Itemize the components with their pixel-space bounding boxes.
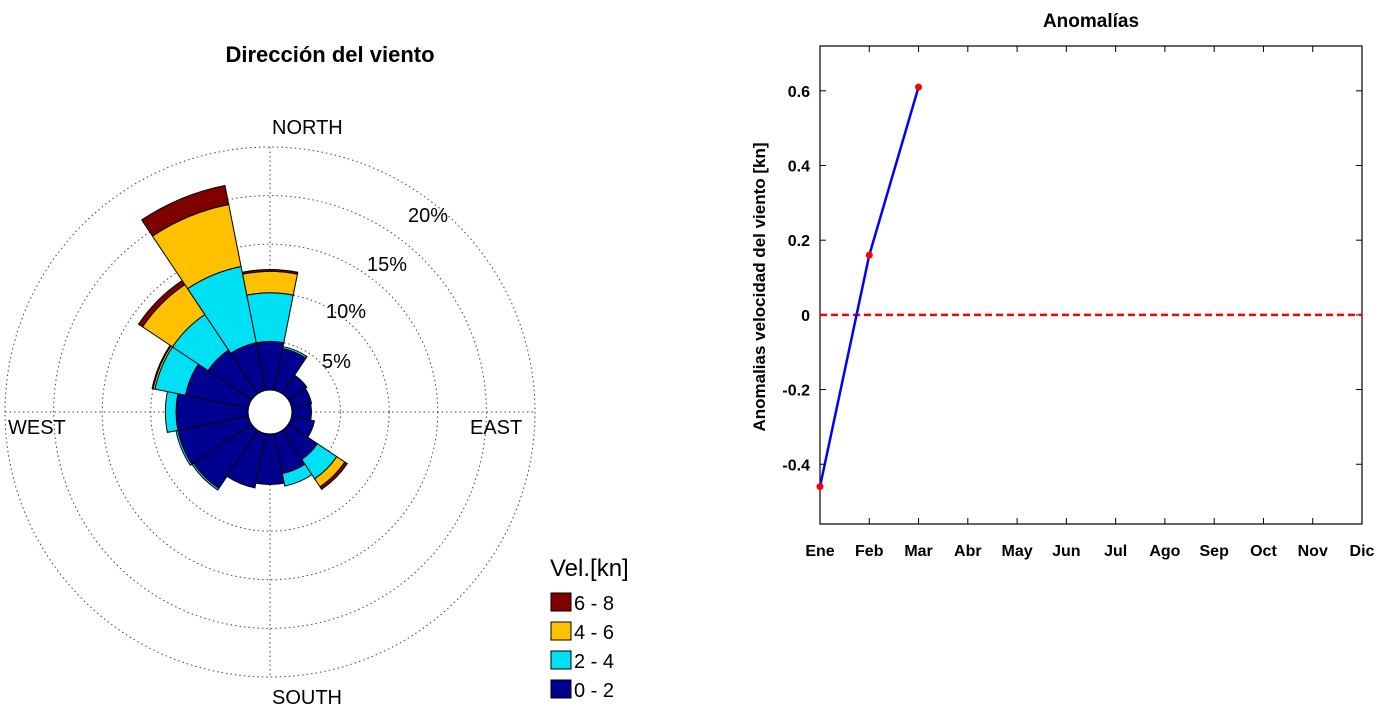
legend-label: 0 - 2 <box>574 680 614 702</box>
grid-ring <box>150 292 390 532</box>
x-tick-label: Nov <box>1298 543 1328 560</box>
x-tick-label: Ago <box>1149 543 1180 560</box>
legend-swatch <box>550 650 572 670</box>
line-chart-axes: -0.4 -0.2 0 0.2 0.4 0.6 Ene Feb Mar Abr May Jun Jul A… <box>782 45 1375 560</box>
radial-tick-label: 10% <box>326 301 366 323</box>
y-tick-label: 0.6 <box>788 84 810 101</box>
x-tick-label: Ene <box>805 543 834 560</box>
wind-rose-wedge-nnw-bin-3 <box>140 184 230 237</box>
x-tick-label: Jul <box>1104 543 1127 560</box>
wind-rose-wedges <box>137 184 348 491</box>
radial-tick-label: 5% <box>322 351 351 373</box>
legend-swatch <box>550 679 572 699</box>
plot-frame <box>819 45 1363 525</box>
x-tick-label: Feb <box>855 543 884 560</box>
wind-rose-wedge-se-bin-3 <box>319 461 348 490</box>
y-tick-label: -0.4 <box>782 457 810 474</box>
wind-rose-wedge-nne-bin-1 <box>282 345 308 359</box>
wind-rose-wedge-n-bin-3 <box>241 268 299 275</box>
line-chart-title: Anomalías <box>1043 11 1139 32</box>
legend-label: 6 - 8 <box>574 593 614 615</box>
wind-rose-grid <box>4 146 536 678</box>
y-axis-label: Anomalias velocidad del viento [kn] <box>750 142 769 431</box>
x-tick-label: Abr <box>954 543 982 560</box>
compass-label-north: NORTH <box>272 117 343 139</box>
wind-rose-wedge-sse-bin-1 <box>281 463 313 487</box>
x-tick-label: May <box>1002 543 1033 560</box>
wind-rose-chart: Dirección del viento NORTH EAST SOUTH WE… <box>4 42 629 709</box>
x-tick-label: Mar <box>904 543 932 560</box>
anomaly-data-point <box>915 83 923 91</box>
anomaly-series-line <box>818 86 920 487</box>
wind-rose-labels: NORTH EAST SOUTH WEST 5% 10% 15% 20% <box>8 117 522 709</box>
wind-rose-wedge-n-bin-2 <box>241 270 299 296</box>
radial-tick-label: 15% <box>367 254 407 276</box>
line-chart-series <box>816 83 1362 491</box>
radial-tick-label: 20% <box>408 205 448 227</box>
wind-rose-center-hole <box>247 389 293 435</box>
wind-rose-wedge-w-bin-1 <box>164 391 179 433</box>
grid-ring <box>4 146 536 678</box>
anomaly-data-point <box>865 251 873 259</box>
legend-title: Vel.[kn] <box>550 555 629 582</box>
anomaly-data-point <box>816 483 824 491</box>
legend-swatch <box>550 592 572 612</box>
legend-label: 4 - 6 <box>574 622 614 644</box>
legend-swatch <box>550 621 572 641</box>
x-tick-label: Sep <box>1200 543 1230 560</box>
x-tick-label: Dic <box>1350 543 1375 560</box>
y-tick-label: 0.2 <box>788 233 810 250</box>
legend-label: 2 - 4 <box>574 651 614 673</box>
wind-rose-title: Dirección del viento <box>225 42 434 67</box>
y-tick-label: -0.2 <box>782 383 810 400</box>
x-tick-label: Oct <box>1250 543 1277 560</box>
x-tick-label: Jun <box>1052 543 1080 560</box>
wind-rose-legend: Vel.[kn] 6 - 8 4 - 6 2 - 4 0 - 2 <box>550 555 629 702</box>
compass-label-south: SOUTH <box>272 687 342 709</box>
compass-label-east: EAST <box>470 417 522 439</box>
y-tick-label: 0.4 <box>788 159 810 176</box>
grid-ring <box>53 195 487 629</box>
compass-label-west: WEST <box>8 417 66 439</box>
anomaly-line-chart: Anomalías Anomalias velocidad del viento… <box>750 11 1375 560</box>
y-tick-label: 0 <box>801 308 810 325</box>
